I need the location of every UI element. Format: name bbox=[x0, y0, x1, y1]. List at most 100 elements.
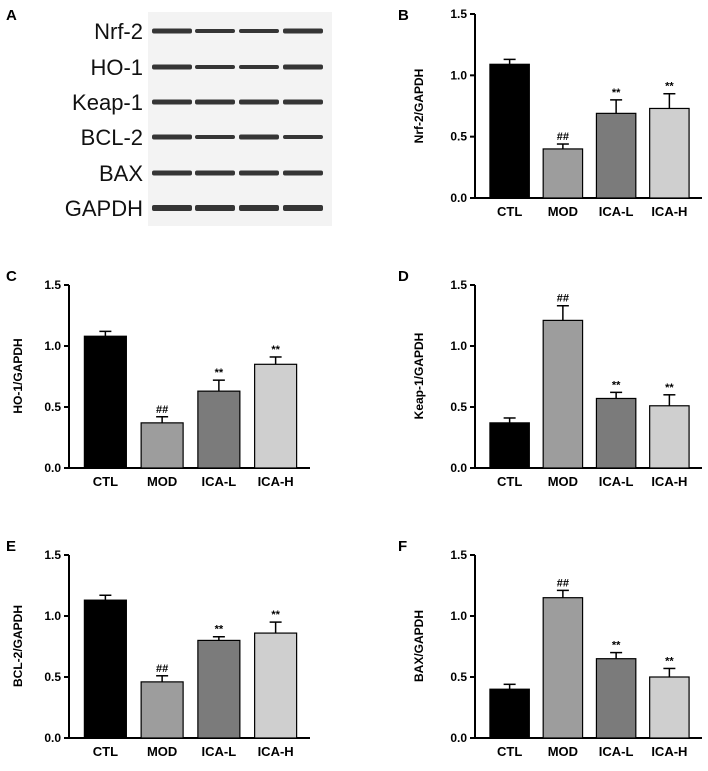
blot-band bbox=[239, 29, 279, 33]
x-tick-label: CTL bbox=[497, 474, 522, 489]
y-axis-label: Nrf-2/GAPDH bbox=[412, 69, 426, 144]
panel-d-chart: D 0.0 0.5 1.0 1.5 Keap-1/GAPDH CTL ## MOD ** ICA-L… bbox=[398, 268, 702, 489]
bar-ctl bbox=[83, 335, 127, 469]
significance-mark: ** bbox=[665, 382, 674, 394]
blot-band bbox=[195, 135, 235, 139]
blot-band bbox=[283, 135, 323, 139]
bar-ica-h bbox=[254, 632, 298, 739]
x-tick-label: ICA-H bbox=[258, 744, 294, 759]
bar-mod bbox=[140, 422, 184, 469]
x-tick-label: MOD bbox=[548, 744, 578, 759]
blot-rows: Nrf-2 HO-1 Keap-1 BCL-2 BAX GAPDH bbox=[65, 19, 323, 221]
significance-mark: ** bbox=[612, 379, 621, 391]
y-tick-label: 0.0 bbox=[44, 461, 61, 475]
blot-band bbox=[239, 170, 279, 176]
bar-ctl bbox=[489, 422, 530, 469]
blot-membrane bbox=[148, 12, 332, 226]
bar-mod bbox=[542, 319, 584, 469]
y-axis-label: BAX/GAPDH bbox=[412, 610, 426, 682]
x-tick-label: CTL bbox=[497, 204, 522, 219]
y-tick-label: 1.5 bbox=[450, 548, 467, 562]
significance-mark: ## bbox=[557, 577, 569, 589]
significance-mark: ** bbox=[665, 81, 674, 93]
y-axis-label: HO-1/GAPDH bbox=[11, 338, 25, 413]
blot-band bbox=[239, 134, 279, 140]
x-tick-label: CTL bbox=[93, 474, 118, 489]
bar-ica-l bbox=[197, 639, 241, 739]
y-tick-label: 1.0 bbox=[450, 339, 467, 353]
bar-ica-h bbox=[649, 676, 690, 739]
y-tick-label: 1.5 bbox=[44, 278, 61, 292]
panel-b-chart: B 0.0 0.5 1.0 1.5 Nrf-2/GAPDH CTL ## MOD ** ICA-L *… bbox=[398, 7, 702, 219]
significance-mark: ** bbox=[215, 624, 224, 636]
y-tick-label: 1.5 bbox=[44, 548, 61, 562]
blot-band bbox=[195, 29, 235, 33]
blot-band bbox=[152, 99, 192, 105]
bar-ica-h bbox=[254, 363, 298, 469]
bar-ctl bbox=[489, 63, 530, 199]
x-tick-label: ICA-H bbox=[651, 204, 687, 219]
y-tick-label: 0.0 bbox=[450, 191, 467, 205]
bar-ica-h bbox=[649, 405, 690, 469]
y-tick-label: 0.0 bbox=[450, 731, 467, 745]
x-tick-label: CTL bbox=[93, 744, 118, 759]
bar-ica-l bbox=[595, 658, 637, 739]
y-tick-label: 1.0 bbox=[450, 68, 467, 82]
blot-band bbox=[152, 170, 192, 176]
bar-mod bbox=[542, 597, 584, 739]
blot-band bbox=[283, 28, 323, 34]
blot-row-label: GAPDH bbox=[65, 196, 143, 221]
y-tick-label: 1.5 bbox=[450, 7, 467, 21]
blot-band bbox=[283, 205, 323, 211]
blot-row-label: BCL-2 bbox=[81, 125, 143, 150]
blot-band bbox=[152, 28, 192, 34]
significance-mark: ** bbox=[215, 367, 224, 379]
blot-band bbox=[283, 170, 323, 176]
significance-mark: ** bbox=[271, 609, 280, 621]
blot-band bbox=[195, 170, 235, 176]
bar-ctl bbox=[489, 688, 530, 739]
x-tick-label: ICA-H bbox=[258, 474, 294, 489]
x-tick-label: MOD bbox=[548, 474, 578, 489]
y-axis-label: BCL-2/GAPDH bbox=[11, 605, 25, 687]
y-tick-label: 1.0 bbox=[44, 609, 61, 623]
x-tick-label: CTL bbox=[497, 744, 522, 759]
blot-row-label: Keap-1 bbox=[72, 90, 143, 115]
bar-ica-l bbox=[595, 397, 637, 469]
bar-ica-l bbox=[595, 112, 637, 199]
x-tick-label: MOD bbox=[548, 204, 578, 219]
blot-band bbox=[152, 64, 192, 70]
blot-band bbox=[152, 205, 192, 211]
x-tick-label: ICA-L bbox=[599, 744, 634, 759]
y-tick-label: 1.5 bbox=[450, 278, 467, 292]
panel-letter: F bbox=[398, 538, 407, 555]
significance-mark: ## bbox=[156, 404, 168, 416]
blot-band bbox=[283, 64, 323, 70]
bar-ica-h bbox=[649, 107, 690, 199]
blot-band bbox=[195, 65, 235, 69]
blot-band bbox=[195, 205, 235, 211]
blot-band bbox=[239, 99, 279, 105]
significance-mark: ** bbox=[271, 344, 280, 356]
blot-band bbox=[283, 99, 323, 105]
bar-mod bbox=[542, 148, 584, 199]
y-tick-label: 0.5 bbox=[450, 400, 467, 414]
y-tick-label: 1.0 bbox=[44, 339, 61, 353]
x-tick-label: MOD bbox=[147, 744, 177, 759]
significance-mark: ** bbox=[665, 655, 674, 667]
y-tick-label: 0.5 bbox=[450, 130, 467, 144]
y-tick-label: 0.5 bbox=[44, 400, 61, 414]
bar-ctl bbox=[83, 599, 127, 739]
blot-band bbox=[195, 99, 235, 105]
significance-mark: ** bbox=[612, 87, 621, 99]
blot-band bbox=[239, 205, 279, 211]
panel-letter-a: A bbox=[6, 7, 17, 24]
y-tick-label: 1.0 bbox=[450, 609, 467, 623]
bar-mod bbox=[140, 681, 184, 739]
blot-band bbox=[152, 134, 192, 140]
y-axis-label: Keap-1/GAPDH bbox=[412, 333, 426, 420]
blot-row-label: BAX bbox=[99, 161, 143, 186]
x-tick-label: ICA-L bbox=[599, 204, 634, 219]
y-tick-label: 0.5 bbox=[450, 670, 467, 684]
